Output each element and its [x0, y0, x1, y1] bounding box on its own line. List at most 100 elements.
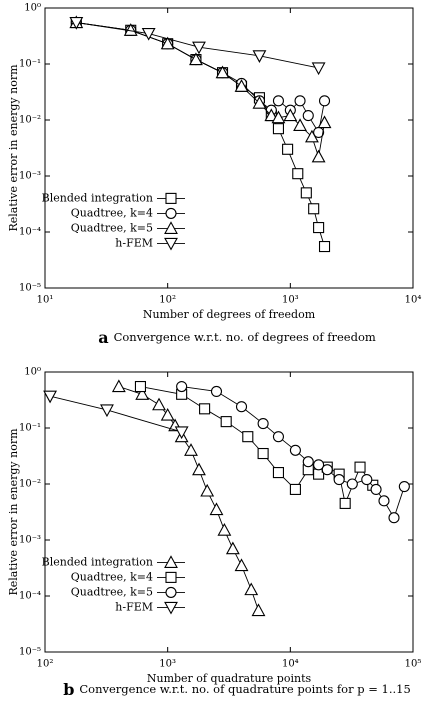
- marker: [318, 95, 331, 107]
- legend-label: Quadtree, k=4: [71, 206, 153, 219]
- marker: [123, 23, 138, 36]
- marker: [282, 143, 294, 155]
- y-tick-label: 10⁻⁴: [19, 591, 41, 602]
- x-tick-label: 10³: [159, 659, 176, 670]
- marker: [252, 95, 267, 109]
- marker: [318, 240, 331, 253]
- marker: [192, 41, 206, 55]
- legend-label: Blended integration: [42, 555, 153, 568]
- marker: [189, 52, 203, 66]
- marker: [339, 497, 351, 509]
- y-tick-label: 10⁻²: [19, 115, 41, 126]
- x-axis-label: Number of degrees of freedom: [143, 308, 316, 321]
- marker: [174, 426, 189, 440]
- marker: [141, 27, 156, 41]
- marker: [346, 478, 358, 490]
- legend-marker: [164, 221, 178, 234]
- marker: [308, 203, 320, 215]
- marker: [225, 541, 240, 555]
- legend-marker: [164, 555, 178, 568]
- marker: [313, 459, 325, 471]
- legend-marker: [164, 237, 178, 251]
- marker: [135, 387, 150, 400]
- marker: [398, 481, 410, 493]
- marker: [311, 149, 326, 163]
- legend-label: Quadtree, k=5: [71, 585, 153, 598]
- marker: [220, 416, 232, 428]
- x-tick-label: 10⁴: [282, 659, 299, 670]
- marker: [69, 16, 84, 30]
- caption-text: Convergence w.r.t. no. of degrees of fre…: [114, 330, 376, 344]
- legend-marker: [164, 601, 178, 615]
- marker: [100, 404, 114, 418]
- legend-label: h-FEM: [115, 600, 153, 613]
- chart: 10² 10³ 10⁴ 10⁵ 10⁻⁵ 10⁻⁴ 10⁻³ 10⁻² 10⁻¹ 10⁰ Numbe…: [7, 367, 421, 699]
- marker: [272, 467, 284, 479]
- marker: [293, 118, 307, 131]
- marker: [152, 397, 166, 411]
- marker: [313, 222, 325, 234]
- legend-marker: [165, 586, 177, 598]
- marker: [251, 603, 266, 617]
- marker: [184, 443, 198, 456]
- legend-label: Quadtree, k=4: [71, 570, 153, 583]
- marker: [234, 79, 249, 92]
- marker: [217, 522, 232, 536]
- marker: [244, 582, 259, 596]
- marker: [272, 431, 284, 443]
- marker: [272, 123, 284, 135]
- x-tick-label: 10²: [159, 295, 176, 306]
- marker: [378, 495, 390, 507]
- x-tick-label: 10³: [282, 295, 299, 306]
- marker: [302, 110, 314, 122]
- marker: [252, 50, 267, 63]
- legend-label: h-FEM: [115, 236, 153, 249]
- y-tick-label: 10⁻⁴: [19, 227, 41, 238]
- marker: [209, 502, 224, 516]
- marker: [300, 187, 312, 199]
- y-tick-label: 10⁰: [24, 367, 41, 378]
- x-tick-label: 10²: [37, 659, 54, 670]
- marker: [242, 431, 254, 443]
- marker: [289, 483, 301, 495]
- caption-label: b: [63, 680, 74, 699]
- legend-label: Blended integration: [42, 191, 153, 204]
- marker: [354, 461, 366, 473]
- x-tick-label: 10¹: [37, 295, 54, 306]
- marker: [111, 379, 126, 393]
- marker: [210, 385, 223, 397]
- marker: [257, 447, 269, 460]
- y-tick-label: 10⁻¹: [19, 423, 41, 434]
- legend-marker: [165, 571, 177, 583]
- marker: [361, 474, 373, 486]
- marker: [289, 444, 301, 456]
- marker: [294, 95, 306, 107]
- caption: b Convergence w.r.t. no. of quadrature po…: [63, 680, 411, 699]
- marker: [321, 464, 333, 476]
- y-tick-label: 10⁻¹: [19, 59, 41, 70]
- marker: [234, 558, 249, 572]
- plot-frame: [44, 7, 414, 289]
- marker: [311, 62, 326, 76]
- marker: [272, 95, 284, 107]
- marker: [302, 456, 314, 468]
- caption-text: Convergence w.r.t. no. of quadrature poi…: [79, 682, 410, 696]
- marker: [134, 380, 147, 393]
- marker: [317, 115, 332, 129]
- marker: [283, 108, 298, 122]
- y-tick-label: 10⁻³: [19, 535, 41, 546]
- marker: [388, 512, 400, 524]
- caption: a Convergence w.r.t. no. of degrees of fr…: [98, 328, 376, 347]
- series-line: [49, 395, 182, 433]
- chart: 10¹ 10² 10³ 10⁴ 10⁻⁵ 10⁻⁴ 10⁻³ 10⁻² 10⁻¹ 10⁰ Numbe…: [7, 3, 421, 347]
- y-axis-label: Relative error in energy norm: [7, 64, 20, 232]
- marker: [160, 407, 175, 421]
- marker: [333, 474, 345, 486]
- marker: [176, 380, 188, 393]
- caption-label: a: [98, 328, 108, 347]
- marker: [271, 110, 286, 124]
- y-axis-label: Relative error in energy norm: [7, 428, 20, 596]
- marker: [43, 390, 58, 404]
- marker: [370, 483, 382, 495]
- y-tick-label: 10⁰: [24, 3, 41, 14]
